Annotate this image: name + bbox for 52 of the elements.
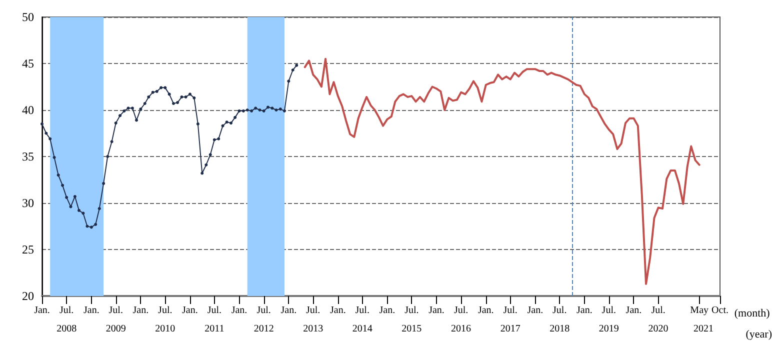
- x-tick-label: Jan.: [576, 305, 592, 316]
- x2-tick-label: 2018: [550, 324, 570, 334]
- x-tick-label: Jul.: [207, 305, 222, 316]
- x2-tick-label: 2019: [598, 324, 619, 334]
- x2-tick-label: 2009: [106, 324, 126, 334]
- x-tick-label: Jan.: [132, 305, 149, 316]
- x2-tick-label: 2012: [254, 324, 274, 334]
- y-tick-label: 25: [22, 242, 34, 256]
- text: (year): [746, 328, 772, 340]
- x-tick-label: Jul.: [108, 305, 123, 316]
- x-tick-label: Jan.: [626, 305, 642, 316]
- x2-tick-label: 2021: [694, 324, 714, 334]
- x-tick-label: Jul.: [602, 305, 616, 316]
- x-tick-label: Jul.: [454, 305, 468, 316]
- x2-tick-label: 2014: [352, 324, 372, 334]
- x-tick-label: Jul.: [306, 305, 320, 316]
- x-tick-label: Jan.: [182, 305, 198, 316]
- x-tick-label: Jul.: [552, 305, 567, 316]
- x2-tick-label: 2020: [648, 324, 668, 334]
- x2-tick-label: 2011: [204, 324, 224, 334]
- x2-tick-label: 2016: [451, 324, 472, 334]
- x-tick-label: May: [690, 305, 709, 316]
- x-axis-title: (month): [734, 308, 770, 320]
- y-tick-label: 30: [22, 196, 34, 210]
- line-series: [304, 58, 700, 285]
- x-tick-label: Jan.: [83, 305, 100, 316]
- x-tick-label: Oct.: [712, 305, 728, 316]
- y-tick-label: 20: [22, 289, 34, 303]
- y-tick-label: 40: [22, 103, 34, 117]
- x2-tick-label: 2017: [500, 324, 520, 334]
- x-tick-label: Jul.: [158, 305, 172, 316]
- x-tick-label: Jan.: [478, 305, 494, 316]
- y-tick-label: 50: [22, 10, 34, 24]
- x-tick-label: Jul.: [355, 305, 370, 316]
- x-tick-label: Jul.: [503, 305, 518, 316]
- x-tick-label: Jul.: [256, 305, 271, 316]
- x-tick-label: Jul.: [404, 305, 419, 316]
- x-tick-label: Jan.: [280, 305, 297, 316]
- y-tick-label: 45: [22, 56, 34, 70]
- x2-tick-label: 2008: [56, 324, 77, 334]
- x-tick-label: Jul.: [651, 305, 666, 316]
- x-tick-label: Jan.: [527, 305, 544, 316]
- x2-tick-label: 2015: [402, 324, 422, 334]
- x-tick-label: Jan.: [330, 305, 346, 316]
- x-tick-label: Jan.: [428, 305, 444, 316]
- x2-tick-label: 2013: [303, 324, 324, 334]
- x2-tick-label: 2010: [155, 324, 176, 334]
- x-tick-label: Jan.: [379, 305, 396, 316]
- y-tick-label: 35: [22, 150, 34, 164]
- x-tick-label: Jan.: [34, 305, 50, 316]
- x-tick-label: Jan.: [231, 305, 248, 316]
- x-tick-label: Jul.: [59, 305, 74, 316]
